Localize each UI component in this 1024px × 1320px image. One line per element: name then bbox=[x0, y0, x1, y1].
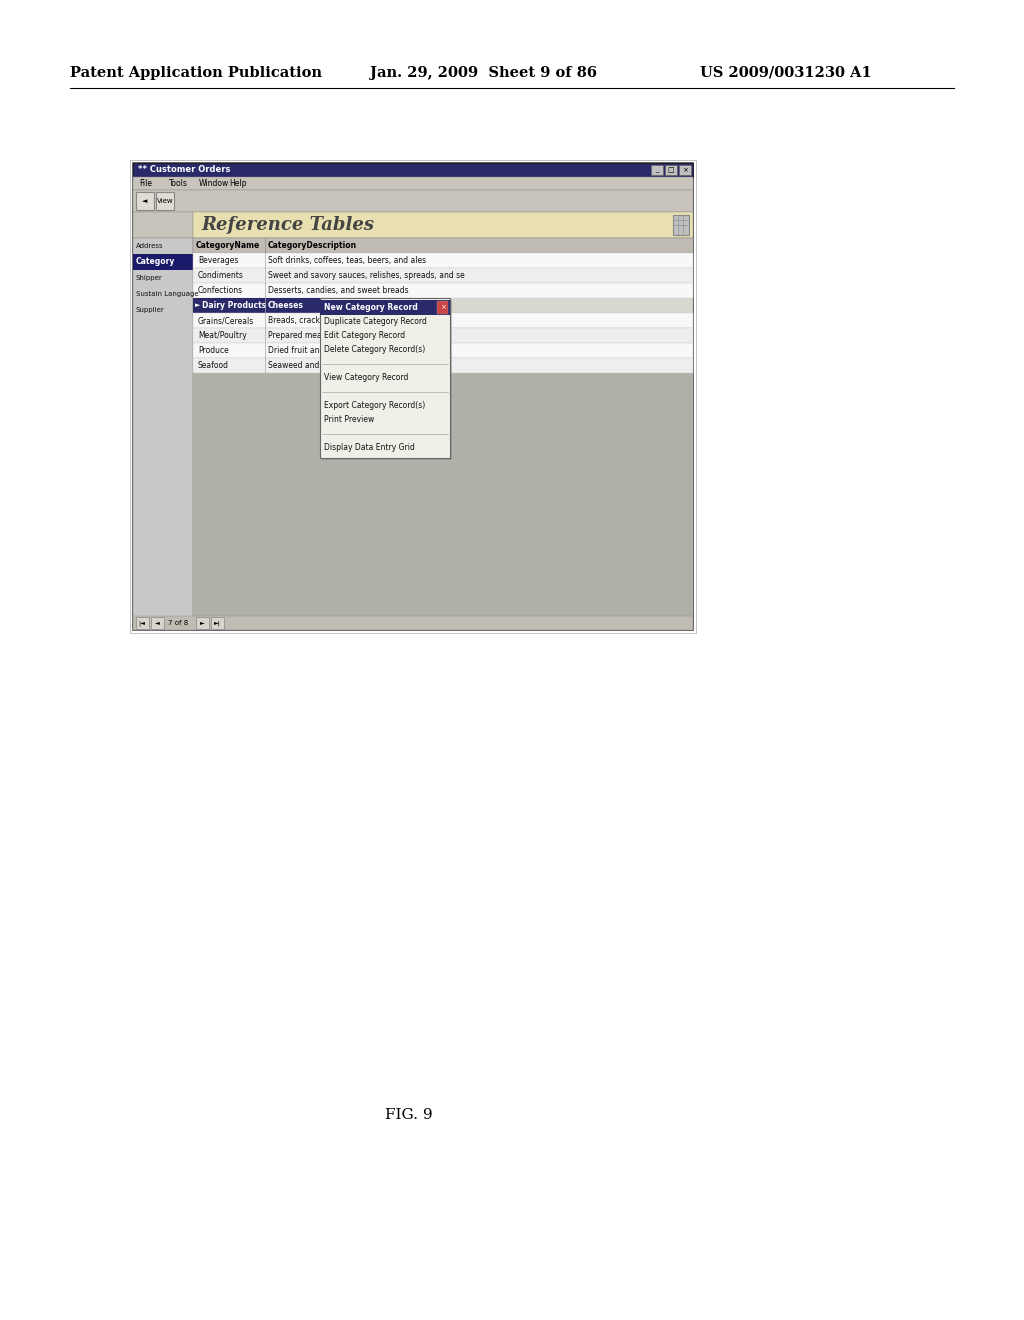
Bar bbox=[193, 358, 693, 374]
Text: ►|: ►| bbox=[214, 620, 220, 626]
Bar bbox=[133, 213, 193, 238]
Bar bbox=[437, 301, 449, 314]
Text: Reference Tables: Reference Tables bbox=[201, 216, 374, 234]
Text: Print Preview: Print Preview bbox=[324, 416, 374, 425]
Text: ×: × bbox=[682, 168, 688, 173]
Text: Dairy Products: Dairy Products bbox=[202, 301, 266, 310]
Text: Meat/Poultry: Meat/Poultry bbox=[198, 331, 247, 341]
Bar bbox=[193, 268, 693, 282]
Text: Tools: Tools bbox=[169, 180, 187, 187]
Text: Sustain Language: Sustain Language bbox=[136, 290, 199, 297]
Bar bbox=[133, 616, 693, 630]
Text: Duplicate Category Record: Duplicate Category Record bbox=[324, 318, 427, 326]
Bar bbox=[193, 282, 693, 298]
Text: Cheeses: Cheeses bbox=[268, 301, 304, 310]
Text: CategoryName: CategoryName bbox=[196, 242, 260, 249]
Bar bbox=[322, 300, 452, 459]
Text: Address: Address bbox=[136, 243, 164, 249]
Text: View Category Record: View Category Record bbox=[324, 374, 409, 383]
Bar bbox=[193, 238, 693, 253]
Bar bbox=[136, 616, 150, 630]
Bar bbox=[193, 298, 325, 313]
Text: □: □ bbox=[668, 168, 675, 173]
Bar bbox=[193, 238, 693, 616]
Text: Sweet and savory sauces, relishes, spreads, and se: Sweet and savory sauces, relishes, sprea… bbox=[268, 271, 465, 280]
Text: Confections: Confections bbox=[198, 286, 243, 294]
Text: New Category Record: New Category Record bbox=[324, 304, 418, 313]
Text: Jan. 29, 2009  Sheet 9 of 86: Jan. 29, 2009 Sheet 9 of 86 bbox=[370, 66, 597, 81]
Bar bbox=[133, 253, 193, 271]
Text: Prepared meats: Prepared meats bbox=[268, 331, 329, 341]
Bar bbox=[156, 191, 174, 210]
Bar bbox=[133, 162, 693, 177]
Bar bbox=[130, 160, 696, 634]
Bar bbox=[136, 191, 154, 210]
Bar bbox=[193, 374, 693, 616]
Bar bbox=[133, 177, 693, 190]
Bar bbox=[193, 213, 693, 238]
Text: FIG. 9: FIG. 9 bbox=[385, 1107, 432, 1122]
Text: 7 of 8: 7 of 8 bbox=[168, 620, 188, 626]
Text: Edit Category Record: Edit Category Record bbox=[324, 331, 406, 341]
Text: Category: Category bbox=[136, 257, 175, 267]
Text: Seafood: Seafood bbox=[198, 360, 229, 370]
Text: Shipper: Shipper bbox=[136, 275, 163, 281]
Text: View: View bbox=[157, 198, 173, 205]
Text: ►: ► bbox=[200, 620, 205, 626]
Bar bbox=[193, 343, 693, 358]
Text: ×: × bbox=[440, 305, 445, 310]
Text: Beverages: Beverages bbox=[198, 256, 239, 265]
Text: |◄: |◄ bbox=[138, 620, 145, 626]
Text: Condiments: Condiments bbox=[198, 271, 244, 280]
Text: CategoryDescription: CategoryDescription bbox=[268, 242, 357, 249]
Bar bbox=[193, 253, 693, 268]
Bar bbox=[651, 165, 663, 176]
Text: US 2009/0031230 A1: US 2009/0031230 A1 bbox=[700, 66, 871, 81]
Text: Display Data Entry Grid: Display Data Entry Grid bbox=[324, 444, 415, 453]
Text: ◄: ◄ bbox=[155, 620, 160, 626]
Text: Export Category Record(s): Export Category Record(s) bbox=[324, 401, 425, 411]
Bar bbox=[193, 327, 693, 343]
Text: ►: ► bbox=[195, 302, 201, 309]
Bar bbox=[665, 165, 677, 176]
Bar bbox=[151, 616, 164, 630]
Text: ◄: ◄ bbox=[142, 198, 147, 205]
Text: Seaweed and fish: Seaweed and fish bbox=[268, 360, 336, 370]
Text: Grains/Cereals: Grains/Cereals bbox=[198, 315, 254, 325]
Text: Soft drinks, coffees, teas, beers, and ales: Soft drinks, coffees, teas, beers, and a… bbox=[268, 256, 426, 265]
Text: Supplier: Supplier bbox=[136, 308, 165, 313]
Bar bbox=[133, 238, 193, 630]
Text: Help: Help bbox=[229, 180, 247, 187]
Bar bbox=[133, 162, 693, 630]
Text: Dried fruit and bean curd: Dried fruit and bean curd bbox=[268, 346, 366, 355]
Bar bbox=[196, 616, 209, 630]
Text: Produce: Produce bbox=[198, 346, 228, 355]
Text: _: _ bbox=[655, 168, 658, 173]
Bar bbox=[193, 313, 693, 327]
Text: Window: Window bbox=[199, 180, 229, 187]
Text: Desserts, candies, and sweet breads: Desserts, candies, and sweet breads bbox=[268, 286, 409, 294]
Text: Breads, crackers, pasta, and cereal: Breads, crackers, pasta, and cereal bbox=[268, 315, 403, 325]
Bar bbox=[319, 298, 450, 458]
Text: File: File bbox=[139, 180, 152, 187]
Bar bbox=[679, 165, 691, 176]
Text: Delete Category Record(s): Delete Category Record(s) bbox=[324, 346, 425, 355]
Text: Patent Application Publication: Patent Application Publication bbox=[70, 66, 322, 81]
Text: ** Customer Orders: ** Customer Orders bbox=[138, 165, 230, 174]
Bar bbox=[319, 300, 450, 315]
Bar bbox=[133, 190, 693, 213]
Bar bbox=[673, 215, 689, 235]
Bar bbox=[211, 616, 224, 630]
